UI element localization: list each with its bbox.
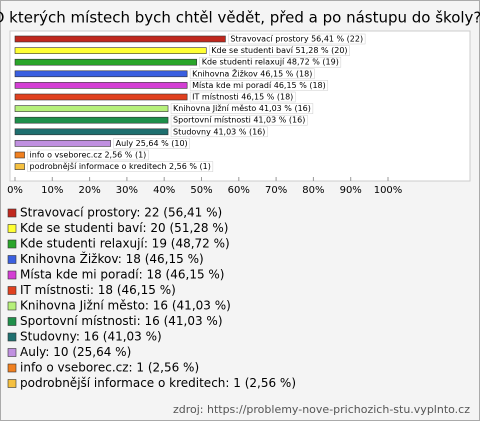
legend-swatch: [7, 317, 17, 326]
x-tick-label: 30%: [116, 185, 138, 196]
legend-swatch: [7, 208, 17, 218]
value-label: Knihovna Žižkov 46,15 % (18): [192, 67, 312, 78]
x-tick-label: 40%: [153, 185, 175, 196]
label-bg: [170, 114, 308, 126]
legend-label: Auly: 10 (25,64 %): [20, 345, 131, 359]
x-tick-label: 10%: [41, 185, 63, 196]
source: zdroj: https://problemy-nove-prichozich-…: [173, 403, 470, 416]
value-label: Studovny 41,03 % (16): [173, 127, 265, 136]
value-label: Knihovna Jižní město 41,03 % (16): [173, 104, 311, 113]
legend-label: Kde se studenti baví: 20 (51,28 %): [20, 221, 228, 235]
legend-label: Kde studenti relaxují: 19 (48,72 %): [20, 237, 230, 251]
bar: [14, 35, 226, 43]
x-tick-label: 20%: [78, 185, 100, 196]
x-tick-label: 60%: [228, 185, 250, 196]
bar: [14, 116, 169, 124]
x-tick-label: 90%: [340, 185, 362, 196]
value-label: IT místnosti 46,15 % (18): [192, 93, 293, 102]
legend-swatch: [7, 332, 17, 342]
legend-swatch: [7, 270, 17, 280]
legend-label: podrobnější informace o kreditech: 1 (2,…: [20, 376, 296, 390]
legend-label: info o vseborec.cz: 1 (2,56 %): [20, 361, 199, 375]
x-tick-label: 0%: [7, 185, 23, 196]
bar: [14, 93, 188, 101]
bar: [14, 70, 188, 78]
legend-swatch: [7, 239, 17, 249]
label-bg: [189, 80, 329, 91]
value-label: Místa kde mi poradí 46,15 % (18): [192, 81, 326, 90]
bar: [14, 47, 207, 54]
bar: [14, 163, 25, 170]
x-tick-label: 100%: [374, 185, 403, 196]
value-label: Auly 25,64 % (10): [116, 139, 188, 148]
bar: [14, 128, 169, 136]
legend-label: Sportovní místnosti: 16 (41,03 %): [20, 314, 223, 328]
label-bg: [228, 33, 366, 45]
value-label: Sportovní místnosti 41,03 % (16): [173, 116, 305, 125]
label-bg: [209, 45, 350, 56]
legend-swatch: [7, 224, 17, 233]
label-bg: [170, 103, 314, 114]
bar: [14, 151, 25, 159]
label-bg: [113, 138, 190, 149]
legend-label: Studovny: 16 (41,03 %): [20, 330, 162, 344]
value-label: Kde se studenti baví 51,28 % (20): [211, 46, 347, 55]
legend-label: Knihovna Žižkov: 18 (46,15 %): [20, 251, 204, 266]
x-tick-label: 80%: [302, 185, 324, 196]
bar: [14, 105, 169, 112]
legend-swatch: [7, 255, 17, 264]
bar: [14, 82, 188, 89]
legend-label: Knihovna Jižní město: 16 (41,03 %): [20, 299, 231, 313]
value-label: Stravovací prostory 56,41 % (22): [230, 35, 363, 44]
label-bg: [189, 68, 315, 80]
value-label: info o vseborec.cz 2,56 % (1): [30, 151, 147, 160]
legend-label: Místa kde mi poradí: 18 (46,15 %): [20, 268, 225, 282]
legend-label: IT místnosti: 18 (46,15 %): [20, 283, 176, 297]
legend-swatch: [7, 348, 17, 357]
x-tick-label: 50%: [190, 185, 212, 196]
label-bg: [170, 126, 268, 138]
value-label: podrobnější informace o kreditech 2,56 %…: [30, 161, 211, 171]
legend-swatch: [7, 301, 17, 311]
x-tick-label: 70%: [265, 185, 287, 196]
legend-label: Stravovací prostory: 22 (56,41 %): [20, 206, 222, 220]
legend-swatch: [7, 379, 17, 388]
label-bg: [199, 56, 342, 68]
legend-swatch: [7, 363, 17, 373]
chart-title: O kterých místech bych chtěl vědět, před…: [0, 9, 480, 27]
legend-swatch: [7, 286, 17, 295]
label-bg: [189, 91, 296, 103]
label-bg: [27, 149, 149, 161]
bar: [14, 58, 198, 66]
bar: [14, 140, 111, 147]
value-label: Kde studenti relaxují 48,72 % (19): [202, 58, 339, 67]
label-bg: [27, 161, 214, 172]
